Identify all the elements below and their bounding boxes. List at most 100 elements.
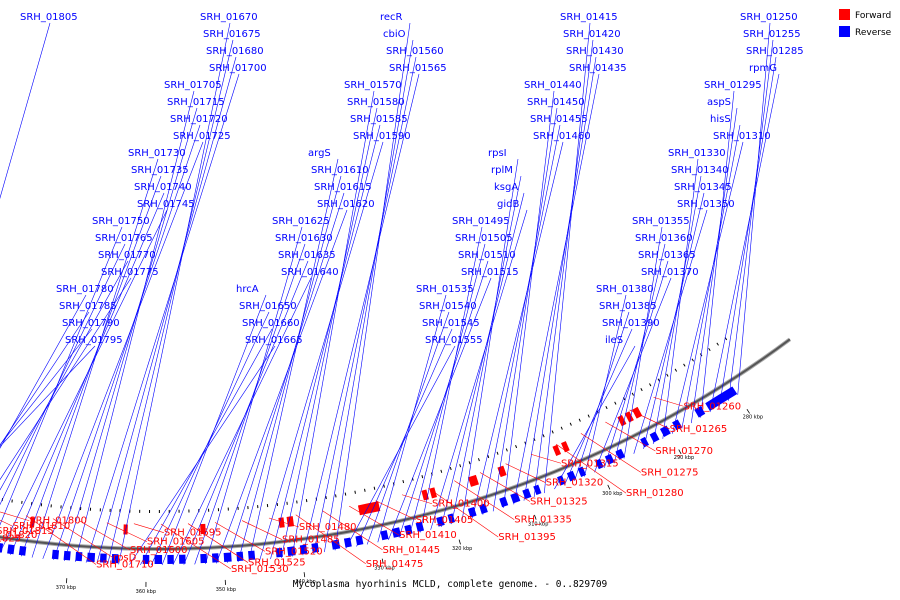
reverse-leader-line <box>194 243 306 565</box>
forward-leader-line <box>295 514 366 565</box>
reverse-gene-arrow <box>7 544 15 555</box>
scale-ticks-layer: 280 kbp 290 kbp 300 kbp 310 kbp 320 kbp 330 k… <box>1 337 763 595</box>
reverse-gene-label: aspS <box>707 97 731 108</box>
reverse-leader-line <box>42 141 204 559</box>
reverse-gene-label: cbiO <box>383 29 406 40</box>
inner-scale-tick <box>421 475 424 479</box>
reverse-gene-label: argS <box>308 148 331 159</box>
forward-gene-arrow <box>29 517 36 528</box>
reverse-gene-label: SRH_01510 <box>458 250 516 261</box>
forward-gene-label: rpsD <box>113 553 137 564</box>
reverse-leader-line <box>0 328 93 446</box>
reverse-leader-line <box>482 124 561 515</box>
reverse-gene-arrow <box>694 406 706 418</box>
reverse-gene-arrow <box>275 547 283 558</box>
reverse-gene-label: SRH_01455 <box>530 114 588 125</box>
inner-scale-tick <box>373 486 376 490</box>
reverse-gene-label: SRH_01460 <box>533 131 591 142</box>
forward-leader-line <box>133 523 164 534</box>
reverse-gene-label: SRH_01675 <box>203 29 261 40</box>
reverse-gene-label: SRH_01735 <box>131 165 189 176</box>
reverse-leader-line <box>492 107 558 512</box>
scale-label: 290 kbp <box>674 455 694 461</box>
reverse-gene-label: recR <box>380 12 403 23</box>
scale-label: 350 kbp <box>216 587 236 593</box>
reverse-gene-label: SRH_01805 <box>20 12 78 23</box>
forward-gene-label: SRH_01710 <box>96 560 154 571</box>
forward-gene-label: SRH_01475 <box>366 559 424 570</box>
gene-labels-layer: SRH_01250 SRH_01255 SRH_01285 rpmG SRH_01295… <box>0 12 804 575</box>
forward-gene-label: SRH_01410 <box>399 530 457 541</box>
reverse-gene-label: SRH_01750 <box>92 216 150 227</box>
reverse-gene-label: SRH_01565 <box>389 63 447 74</box>
reverse-leader-line <box>554 345 636 490</box>
forward-leader-line <box>0 519 13 527</box>
reverse-gene-arrow <box>659 425 671 437</box>
forward-gene-label: SRH_01265 <box>670 424 728 435</box>
reverse-leader-line <box>118 22 231 565</box>
reverse-gene-label: SRH_01700 <box>209 63 267 74</box>
reverse-leader-line <box>377 294 447 543</box>
reverse-gene-label: SRH_01380 <box>596 284 654 295</box>
reverse-gene-label: SRH_01330 <box>668 148 726 159</box>
gene-features-layer <box>0 386 738 564</box>
forward-gene-arrow <box>278 517 285 528</box>
reverse-gene-arrow <box>200 553 208 564</box>
reverse-gene-label: SRH_01795 <box>65 335 123 346</box>
inner-scale-tick <box>666 373 669 377</box>
reverse-leader-line <box>451 175 522 525</box>
reverse-gene-arrow <box>705 386 738 412</box>
reverse-gene-label: SRH_01630 <box>275 233 333 244</box>
reverse-leader-line <box>281 107 378 558</box>
legend: Forward Reverse <box>839 9 892 38</box>
reverse-gene-label: SRH_01650 <box>239 301 297 312</box>
reverse-gene-label: SRH_01515 <box>461 267 519 278</box>
scale-label: 300 kbp <box>602 491 622 497</box>
reverse-leader-line <box>533 39 594 497</box>
reverse-gene-arrow <box>299 544 308 555</box>
reverse-gene-label: SRH_01440 <box>524 80 582 91</box>
inner-scale-tick <box>496 451 499 455</box>
reverse-gene-label: SRH_01505 <box>455 233 513 244</box>
reverse-gene-label: SRH_01430 <box>566 46 624 57</box>
reverse-gene-arrow <box>672 419 683 431</box>
inner-scale-tick <box>614 401 617 405</box>
reverse-gene-label: SRH_01730 <box>128 148 186 159</box>
forward-leader-line <box>241 520 283 540</box>
reverse-gene-label: SRH_01745 <box>137 199 195 210</box>
legend-forward-label: Forward <box>855 11 891 21</box>
forward-gene-label: SRH_01445 <box>383 545 441 556</box>
scale-tick <box>534 514 537 520</box>
reverse-leader-line <box>324 39 414 553</box>
inner-scale-tick <box>716 342 719 346</box>
reverse-leader-line <box>0 22 51 199</box>
reverse-leader-line <box>719 56 777 407</box>
forward-gene-label: SRH_01280 <box>626 488 684 499</box>
reverse-leader-line <box>237 175 342 563</box>
reverse-leader-line <box>0 345 96 447</box>
forward-leader-line <box>375 500 416 521</box>
reverse-leader-line <box>691 107 738 424</box>
inner-scale-tick <box>578 418 581 422</box>
inner-scale-tick <box>440 469 443 473</box>
reverse-gene-arrow <box>18 546 27 556</box>
reverse-gene-label: SRH_01355 <box>632 216 690 227</box>
scale-label: 330 kbp <box>374 565 394 571</box>
reverse-leader-line <box>85 73 240 563</box>
inner-scale-tick <box>569 422 572 426</box>
forward-gene-label: SRH_01320 <box>546 478 604 489</box>
legend-reverse-label: Reverse <box>855 28 892 38</box>
reverse-leader-line <box>129 345 276 565</box>
reverse-gene-arrow <box>595 458 604 470</box>
inner-scale-tick <box>551 430 554 434</box>
reverse-gene-label: SRH_01390 <box>602 318 660 329</box>
inner-scale-tick <box>344 492 347 496</box>
reverse-gene-label: SRH_01495 <box>452 216 510 227</box>
reverse-gene-label: SRH_01775 <box>101 267 159 278</box>
reverse-leader-line <box>302 73 420 556</box>
reverse-leader-line <box>205 226 303 565</box>
inner-scale-tick <box>560 426 563 430</box>
forward-leader-line <box>0 511 30 522</box>
reverse-leader-line <box>513 73 600 505</box>
